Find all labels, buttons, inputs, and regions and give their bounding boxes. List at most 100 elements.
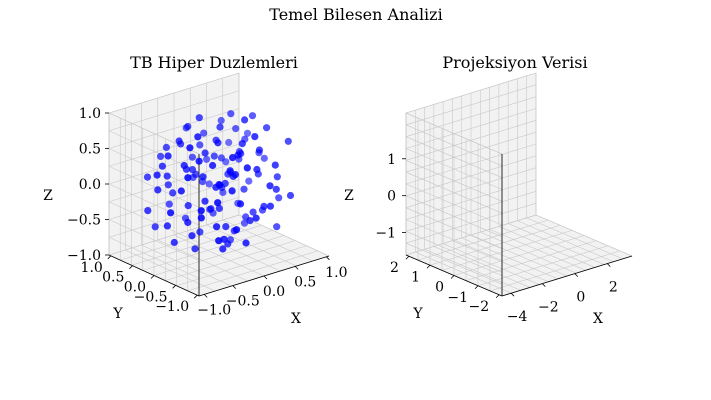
grid-line bbox=[108, 143, 240, 185]
data-point bbox=[151, 223, 159, 231]
data-point bbox=[184, 218, 192, 227]
grid-line bbox=[405, 131, 537, 173]
grid-line bbox=[108, 161, 240, 203]
data-point bbox=[165, 200, 173, 208]
x-tick-label: −2 bbox=[538, 300, 559, 316]
data-point bbox=[263, 124, 271, 132]
y-axis-label: Y bbox=[112, 306, 123, 322]
grid-line bbox=[153, 235, 285, 276]
data-point bbox=[227, 110, 235, 118]
data-point bbox=[232, 125, 240, 133]
x-tick-label: 0.0 bbox=[263, 284, 285, 300]
grid-line bbox=[405, 183, 503, 226]
grid-line bbox=[429, 224, 561, 266]
grid-line bbox=[405, 219, 503, 261]
data-point bbox=[246, 217, 254, 225]
data-point bbox=[164, 152, 172, 160]
grid-line bbox=[405, 72, 537, 114]
grid-line bbox=[108, 201, 200, 244]
grid-line bbox=[108, 112, 200, 155]
x-tick-label: −0.5 bbox=[226, 294, 260, 310]
grid-line bbox=[405, 84, 537, 126]
x-tick bbox=[263, 275, 268, 280]
grid-line bbox=[405, 148, 503, 190]
grid-line bbox=[108, 90, 240, 132]
data-point bbox=[188, 166, 197, 174]
data-point bbox=[226, 167, 234, 175]
x-tick-label: 1.0 bbox=[325, 265, 347, 281]
data-point bbox=[214, 199, 222, 207]
y-tick bbox=[474, 285, 479, 290]
data-point bbox=[197, 207, 205, 215]
grid-line bbox=[405, 202, 537, 244]
data-point bbox=[214, 139, 222, 147]
data-point bbox=[234, 151, 242, 159]
grid-line bbox=[405, 179, 537, 220]
grid-line bbox=[108, 214, 240, 256]
data-point bbox=[248, 112, 257, 120]
grid-line bbox=[405, 214, 537, 256]
data-point bbox=[213, 223, 221, 231]
z-tick-label: 0.0 bbox=[79, 177, 101, 193]
data-point bbox=[188, 153, 196, 161]
grid-line bbox=[176, 245, 307, 287]
x-tick bbox=[510, 292, 515, 297]
data-point bbox=[255, 146, 263, 154]
y-tick bbox=[107, 255, 112, 260]
data-point bbox=[245, 177, 253, 185]
data-point bbox=[205, 180, 213, 188]
grid-line bbox=[405, 108, 537, 149]
x-tick bbox=[203, 294, 208, 298]
grid-line bbox=[405, 143, 537, 185]
x-tick bbox=[232, 285, 237, 289]
data-point bbox=[188, 232, 196, 240]
data-point bbox=[184, 174, 192, 182]
grid-line bbox=[405, 207, 503, 249]
grid-line bbox=[187, 250, 318, 292]
data-point bbox=[194, 133, 202, 141]
grid-line bbox=[405, 120, 537, 161]
data-point bbox=[242, 239, 250, 247]
data-point bbox=[217, 116, 225, 125]
z-tick-label: −0.5 bbox=[67, 213, 101, 229]
grid-line bbox=[405, 171, 503, 214]
y-tick-label: −1 bbox=[447, 290, 468, 306]
data-point bbox=[272, 185, 280, 193]
data-point bbox=[184, 202, 192, 210]
grid-line bbox=[405, 167, 537, 208]
y-tick bbox=[426, 264, 431, 269]
grid-line bbox=[108, 219, 200, 261]
data-point bbox=[163, 172, 171, 180]
z-axis-label-right: Z bbox=[344, 188, 354, 204]
data-point bbox=[260, 202, 268, 210]
data-point bbox=[240, 185, 248, 193]
data-point bbox=[158, 162, 166, 170]
y-tick-label: 0.5 bbox=[102, 270, 124, 286]
grid-line bbox=[108, 165, 200, 208]
data-point bbox=[162, 143, 170, 151]
x-tick bbox=[542, 283, 546, 287]
data-point bbox=[225, 138, 233, 147]
plot-pca-hyperplanes: TB Hiper Duzlemleri −1.0−0.50.00.51.0−1.… bbox=[43, 53, 354, 327]
data-point bbox=[219, 245, 227, 253]
grid-line bbox=[108, 236, 200, 279]
grid-line bbox=[441, 230, 573, 271]
grid-line bbox=[405, 160, 503, 202]
grid-line bbox=[108, 148, 200, 190]
z-tick-label: 0.5 bbox=[79, 142, 101, 158]
z-tick-label: 1 bbox=[387, 152, 396, 168]
data-point bbox=[217, 154, 225, 162]
grid-line bbox=[465, 240, 597, 281]
data-point bbox=[210, 152, 218, 160]
x-tick-label: 0 bbox=[576, 290, 585, 306]
data-point bbox=[167, 209, 175, 217]
data-point bbox=[231, 171, 239, 179]
grid-line bbox=[453, 235, 585, 276]
data-point bbox=[177, 187, 185, 195]
data-point bbox=[273, 173, 281, 181]
grid-line bbox=[405, 231, 503, 273]
y-tick bbox=[495, 294, 500, 299]
grid-line bbox=[108, 125, 240, 167]
